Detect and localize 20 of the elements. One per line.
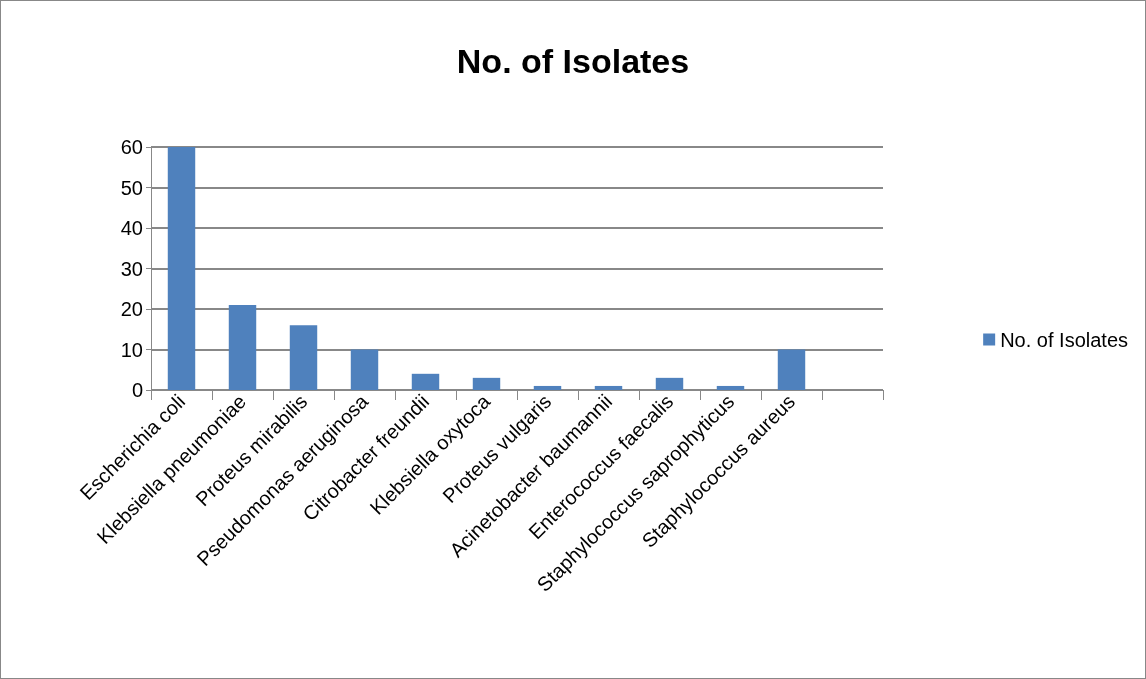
bar	[167, 147, 196, 390]
y-tick-label: 20	[120, 298, 143, 320]
y-tick-label: 10	[120, 338, 143, 361]
bar	[472, 377, 501, 390]
bar	[777, 349, 806, 390]
bar	[228, 304, 257, 390]
bar	[716, 385, 745, 390]
y-tick-label: 40	[120, 217, 143, 239]
chart-title: No. of Isolates	[456, 42, 690, 80]
y-tick-label: 50	[120, 176, 143, 199]
y-tick-label: 60	[120, 136, 143, 158]
bar	[350, 349, 379, 390]
bar	[594, 385, 623, 390]
y-tick-label: 0	[131, 379, 143, 401]
legend-label: No. of Isolates	[1000, 328, 1128, 351]
y-tick-label: 30	[120, 257, 143, 280]
bar	[655, 377, 684, 390]
bar	[289, 325, 318, 390]
bar	[411, 373, 440, 390]
bar	[533, 385, 562, 390]
